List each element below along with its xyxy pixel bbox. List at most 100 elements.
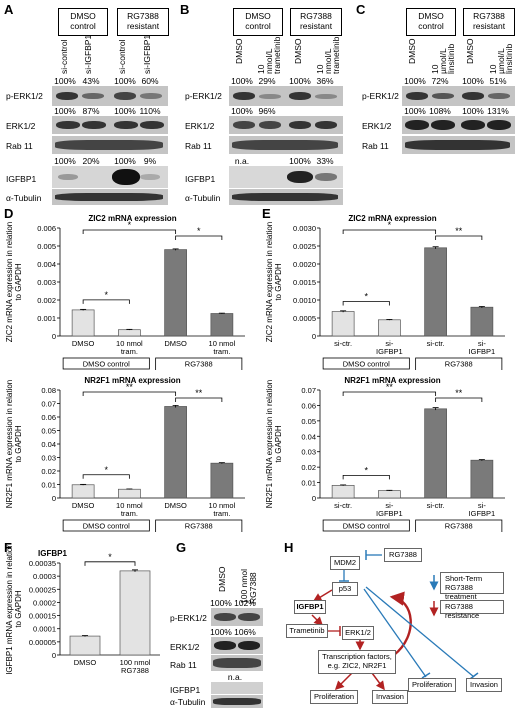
x-tick-label: si-ctr.: [334, 339, 352, 348]
bar: [118, 488, 141, 499]
node-transcription-factors: Transcription factors, e.g. ZIC2, NR2F1: [318, 650, 396, 674]
percent-label: 110%: [139, 106, 161, 116]
y-tick-label: 0.00015: [29, 612, 56, 621]
significance-bracket: [342, 301, 390, 306]
group-box: [322, 357, 410, 370]
bar: [210, 462, 234, 499]
y-tick-label: 0.01: [41, 481, 56, 490]
row-label: α-Tubulin: [185, 193, 221, 203]
y-tick-label: 0.0005: [293, 314, 316, 323]
y-tick-label: 0.00005: [29, 638, 56, 647]
bar: [378, 490, 401, 499]
significance-marker: *: [128, 220, 132, 230]
y-tick-label: 0.0020: [293, 260, 316, 269]
y-tick-label: 0.005: [37, 242, 56, 251]
y-tick-label: 0.05: [301, 417, 316, 426]
western-blot-rab11: [52, 136, 168, 154]
significance-bracket: [342, 391, 437, 396]
column-label: 100 nmol RG7388: [239, 569, 258, 604]
chart-igfbp1-mrna: IGFBP1 IGFBP1 mRNA expression in relation…: [5, 545, 160, 675]
group-box-rg7388-resistant: RG7388 resistant: [463, 8, 515, 36]
percent-label: 100%: [114, 76, 136, 86]
percent-label: 100%: [404, 106, 426, 116]
y-tick-label: 0.00025: [29, 585, 56, 594]
x-tick-label: DMSO: [74, 658, 97, 667]
y-tick-label: 0.08: [41, 386, 56, 395]
percent-label: 100%: [462, 106, 484, 116]
group-box-rg7388-resistant: RG7388 resistant: [117, 8, 169, 36]
na-label: n.a.: [227, 672, 243, 682]
significance-marker: **: [386, 382, 394, 392]
percent-label: 100%: [54, 76, 76, 86]
row-label: ERK1/2: [6, 121, 36, 131]
chart-title: ZIC2 mRNA expression: [88, 214, 176, 223]
row-label: ERK1/2: [170, 642, 200, 652]
y-tick-label: 0.0010: [293, 296, 316, 305]
row-label: p-ERK1/2: [6, 91, 43, 101]
significance-marker: *: [364, 465, 368, 475]
significance-bracket: [175, 397, 223, 402]
legend-short-term: Short-Term RG7388 treatment: [440, 572, 504, 601]
column-label: si-control: [117, 39, 127, 74]
group-box: [322, 519, 410, 532]
x-tick-label: 10 nmol tram.: [209, 501, 236, 518]
significance-bracket: [435, 235, 483, 240]
bar: [71, 309, 95, 337]
significance-bracket: [84, 561, 136, 566]
percent-label: n.a.: [234, 156, 250, 166]
node-trametinib: Trametinib: [286, 624, 328, 638]
node-proliferation-p53: Proliferation: [408, 678, 456, 692]
x-tick-label: 10 nmol tram.: [116, 501, 143, 518]
column-label: si-IGFBP1: [83, 34, 93, 74]
row-label: ERK1/2: [185, 121, 215, 131]
y-tick-label: 0.001: [37, 314, 56, 323]
column-label: si-control: [59, 39, 69, 74]
percent-label: 36%: [316, 76, 334, 86]
node-igfbp1: IGFBP1: [294, 600, 326, 614]
significance-bracket: [82, 229, 177, 234]
bar: [69, 635, 101, 656]
western-blot-igfbp1: [229, 166, 343, 188]
significance-marker: **: [455, 226, 463, 236]
panel-label-e: E: [262, 206, 271, 221]
node-invasion: Invasion: [372, 690, 408, 704]
western-blot-erk: [402, 116, 515, 134]
bar: [470, 306, 494, 337]
bar: [164, 249, 187, 337]
percent-label: 100%: [114, 106, 136, 116]
significance-marker: *: [104, 290, 108, 300]
y-tick-label: 0.002: [37, 296, 56, 305]
western-blot-rab11: [229, 136, 343, 154]
significance-bracket: [175, 235, 223, 240]
chart-zic2-sirna: ZIC2 mRNA expression ZIC2 mRNA expression…: [265, 214, 505, 371]
y-tick-label: 0.00035: [29, 559, 56, 568]
panel-label-d: D: [4, 206, 14, 221]
x-tick-label: si-IGFBP1: [469, 501, 496, 518]
percent-label: 108%: [429, 106, 451, 116]
group-label: RG7388 resistant: [299, 11, 333, 31]
y-tick-label: 0: [312, 332, 316, 341]
significance-marker: *: [364, 292, 368, 302]
panel-label-a: A: [4, 2, 14, 17]
bar: [331, 311, 355, 337]
group-label: DMSO control: [343, 522, 390, 531]
bar: [119, 570, 151, 656]
node-p53: p53: [332, 582, 358, 596]
column-label: 10 nmol/L trametinib: [256, 36, 282, 74]
column-label: si-IGFBP1: [142, 34, 152, 74]
y-tick-label: 0.06: [301, 401, 316, 410]
y-tick-label: 0.03: [301, 448, 316, 457]
column-label: DMSO: [217, 566, 227, 593]
percent-label: 102%: [234, 598, 256, 608]
y-tick-label: 0.006: [37, 224, 56, 233]
legend-resistance: RG7388 resistance: [440, 600, 504, 620]
row-label: α-Tubulin: [170, 697, 206, 707]
significance-bracket: [342, 229, 437, 234]
group-box: [155, 357, 243, 370]
bar: [424, 408, 447, 499]
percent-label: 51%: [489, 76, 507, 86]
group-box: [62, 357, 150, 370]
group-box-dmso-control: DMSO control: [233, 8, 283, 36]
